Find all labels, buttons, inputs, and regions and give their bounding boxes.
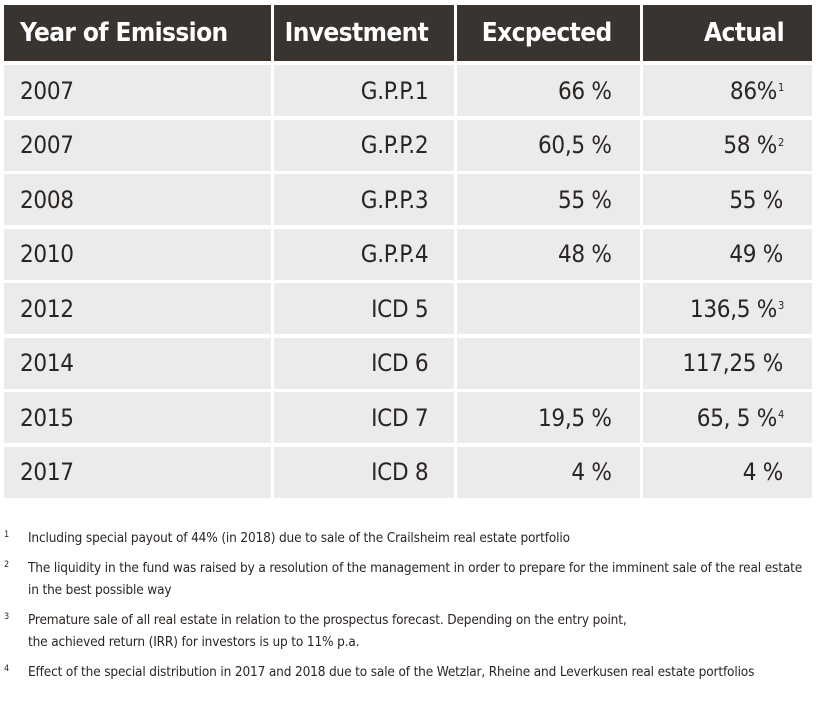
actual-cell: 86% 1: [642, 65, 812, 116]
year-cell-text: 2008: [20, 185, 74, 214]
investment-cell-text: G.P.P.1: [360, 76, 429, 105]
investment-cell: G.P.P.1: [273, 65, 455, 116]
year-cell: 2007: [4, 65, 271, 116]
table-row: 2017 ICD 8 4 % 4 %: [4, 446, 812, 498]
year-cell-text: 2014: [20, 349, 74, 377]
footnote-number: 1: [4, 530, 10, 540]
actual-cell-text: 49 %: [729, 240, 783, 268]
actual-cell: 49 %: [642, 228, 812, 280]
actual-cell: 136,5 % 3: [642, 283, 812, 334]
expected-cell: 4 %: [457, 446, 640, 498]
table-row: 2007 G.P.P.1 66 % 86% 1: [4, 65, 812, 116]
actual-cell: 58 % 2: [642, 119, 812, 171]
investment-cell: ICD 8: [273, 446, 455, 498]
investment-cell: G.P.P.3: [273, 174, 455, 225]
year-cell: 2014: [4, 337, 271, 389]
footnote-text: The liquidity in the fund was raised by …: [28, 560, 803, 598]
footnote: 2 The liquidity in the fund was raised by…: [4, 557, 812, 601]
year-cell: 2015: [4, 392, 271, 443]
investment-cell: ICD 6: [273, 337, 455, 389]
returns-table: Year of Emission Investment Excpected Ac…: [4, 5, 812, 501]
year-cell-text: 2007: [20, 131, 74, 159]
table-row: 2007 G.P.P.2 60,5 % 58 % 2: [4, 119, 812, 171]
year-cell: 2008: [4, 174, 271, 225]
actual-cell-text: 58 %: [723, 131, 777, 159]
table-header-row: Year of Emission Investment Excpected Ac…: [4, 5, 812, 61]
header-actual: Actual: [642, 5, 812, 61]
expected-cell: 55 %: [457, 174, 640, 225]
actual-cell: 4 %: [642, 446, 812, 498]
footnote-text: Including special payout of 44% (in 2018…: [28, 530, 570, 546]
expected-cell: [457, 283, 640, 334]
investment-cell-text: G.P.P.2: [360, 131, 429, 159]
table-body: 2007 G.P.P.1 66 % 86% 1 2007 G.P.P.2 60,5 % 58 %…: [4, 65, 812, 498]
footnote-marker: 2: [778, 135, 784, 149]
expected-cell-text: 66 %: [557, 76, 612, 105]
table-row: 2015 ICD 7 19,5 % 65, 5 % 4: [4, 392, 812, 443]
year-cell: 2012: [4, 283, 271, 334]
footnote-number: 2: [4, 560, 10, 570]
header-investment: Investment: [273, 5, 455, 61]
header-expected: Excpected: [457, 5, 640, 61]
year-cell-text: 2012: [20, 294, 74, 323]
investment-cell: G.P.P.2: [273, 119, 455, 171]
investment-cell-text: ICD 6: [371, 349, 429, 377]
expected-cell: 48 %: [457, 228, 640, 280]
expected-cell-text: 60,5 %: [537, 131, 612, 159]
investment-cell: ICD 7: [273, 392, 455, 443]
footnote-number: 3: [4, 612, 10, 622]
footnote-marker: 1: [778, 81, 784, 94]
actual-cell-text: 65, 5 %: [696, 403, 778, 432]
investment-cell-text: G.P.P.3: [360, 185, 429, 214]
year-cell-text: 2010: [20, 240, 74, 268]
expected-cell: 60,5 %: [457, 119, 640, 171]
footnotes: 1 Including special payout of 44% (in 201…: [4, 527, 812, 691]
actual-cell: 55 %: [642, 174, 812, 225]
actual-cell-text: 86%: [729, 76, 777, 105]
year-cell-text: 2015: [20, 403, 74, 432]
footnote-marker: 3: [778, 299, 784, 312]
year-cell-text: 2007: [20, 76, 74, 105]
expected-cell-text: 19,5 %: [537, 403, 612, 432]
footnote-text: Premature sale of all real estate in rel…: [28, 612, 627, 650]
table-row: 2008 G.P.P.3 55 % 55 %: [4, 174, 812, 225]
footnote: 4 Effect of the special distribution in 2…: [4, 661, 812, 683]
footnote-text: Effect of the special distribution in 20…: [28, 664, 755, 680]
investment-cell: G.P.P.4: [273, 228, 455, 280]
footnote: 3 Premature sale of all real estate in re…: [4, 609, 812, 653]
year-cell: 2017: [4, 446, 271, 498]
footnote: 1 Including special payout of 44% (in 201…: [4, 527, 812, 549]
table-row: 2010 G.P.P.4 48 % 49 %: [4, 228, 812, 280]
footnote-marker: 4: [778, 408, 784, 421]
actual-cell-text: 117,25 %: [682, 349, 783, 377]
expected-cell-text: 48 %: [557, 240, 612, 268]
actual-cell-text: 136,5 %: [689, 294, 777, 323]
year-cell: 2010: [4, 228, 271, 280]
investment-cell-text: ICD 7: [371, 403, 429, 432]
year-cell-text: 2017: [20, 458, 74, 486]
header-year-of-emission: Year of Emission: [4, 5, 271, 61]
expected-cell: 19,5 %: [457, 392, 640, 443]
expected-cell: 66 %: [457, 65, 640, 116]
actual-cell: 65, 5 % 4: [642, 392, 812, 443]
expected-cell-text: 4 %: [571, 458, 612, 486]
investment-cell-text: ICD 8: [371, 458, 429, 486]
year-cell: 2007: [4, 119, 271, 171]
actual-cell-text: 4 %: [742, 458, 784, 486]
investment-cell-text: G.P.P.4: [360, 240, 429, 268]
investment-cell-text: ICD 5: [371, 294, 429, 323]
footnote-number: 4: [4, 664, 10, 674]
table-row: 2012 ICD 5 136,5 % 3: [4, 283, 812, 334]
investment-cell: ICD 5: [273, 283, 455, 334]
table-row: 2014 ICD 6 117,25 %: [4, 337, 812, 389]
actual-cell: 117,25 %: [642, 337, 812, 389]
actual-cell-text: 55 %: [729, 185, 783, 214]
expected-cell-text: 55 %: [557, 185, 612, 214]
expected-cell: [457, 337, 640, 389]
